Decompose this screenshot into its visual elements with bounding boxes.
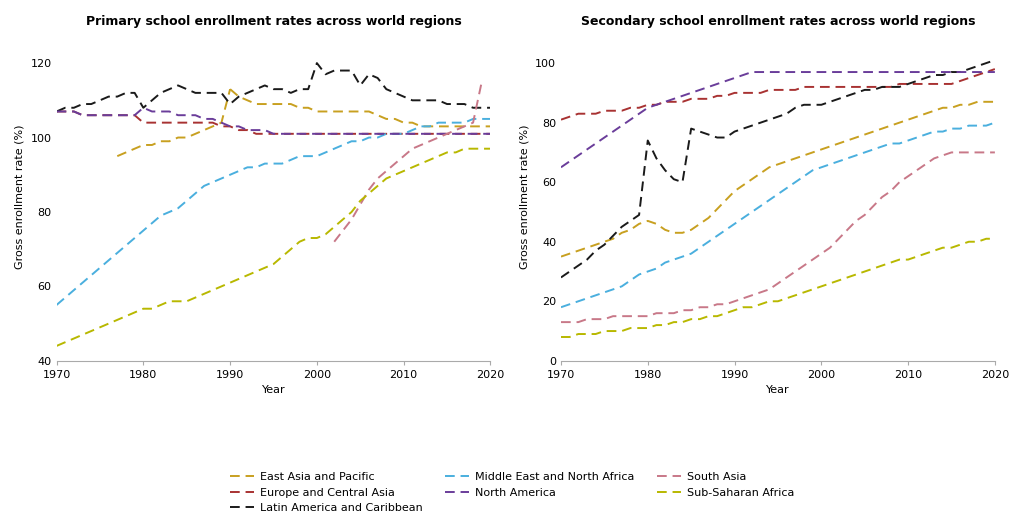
- X-axis label: Year: Year: [766, 385, 790, 396]
- Y-axis label: Gross enrollment rate (%): Gross enrollment rate (%): [519, 125, 529, 269]
- Title: Secondary school enrollment rates across world regions: Secondary school enrollment rates across…: [581, 15, 975, 28]
- Y-axis label: Gross enrollment rate (%): Gross enrollment rate (%): [15, 125, 25, 269]
- Title: Primary school enrollment rates across world regions: Primary school enrollment rates across w…: [86, 15, 462, 28]
- X-axis label: Year: Year: [262, 385, 286, 396]
- Legend: East Asia and Pacific, Europe and Central Asia, Latin America and Caribbean, Mid: East Asia and Pacific, Europe and Centra…: [225, 468, 799, 513]
